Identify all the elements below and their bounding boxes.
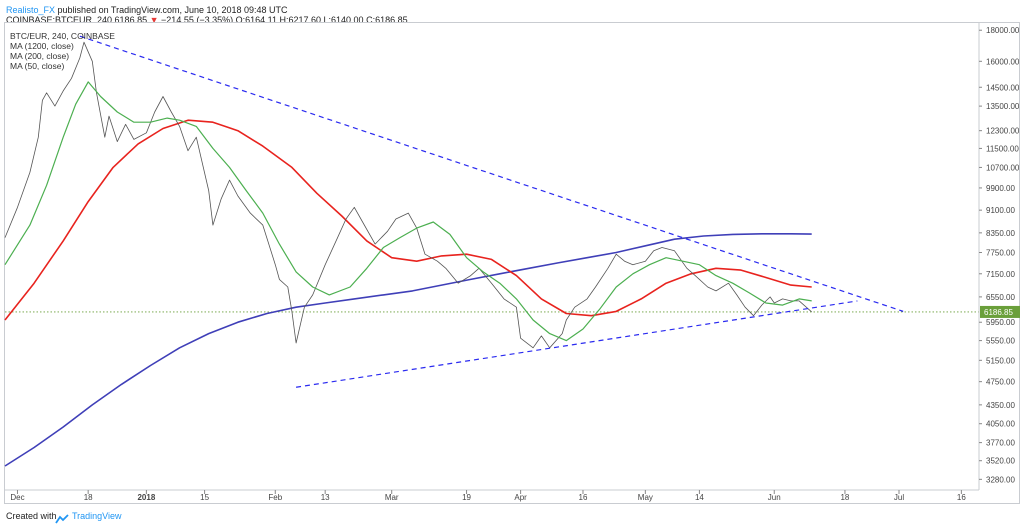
- x-tick-label: 18: [84, 493, 93, 502]
- legend-symbol: BTC/EUR, 240, COINBASE: [10, 31, 115, 41]
- y-tick-label: 9900.00: [986, 184, 1015, 193]
- y-tick-label: 4750.00: [986, 378, 1015, 387]
- current-price-tag: [980, 305, 1020, 318]
- y-tick-label: 12300.00: [986, 127, 1020, 136]
- x-tick-label: Feb: [268, 493, 282, 502]
- x-tick-label: Jun: [768, 493, 781, 502]
- y-tick-label: 4350.00: [986, 401, 1015, 410]
- y-tick-label: 9100.00: [986, 206, 1015, 215]
- x-tick-label: 2018: [137, 493, 155, 502]
- trendline-2[interactable]: [295, 300, 858, 388]
- y-tick-label: 7750.00: [986, 249, 1015, 258]
- x-tick-label: May: [638, 493, 653, 502]
- x-tick-label: 15: [200, 493, 209, 502]
- chart-frame[interactable]: [4, 22, 1020, 504]
- legend-ma1200[interactable]: MA (1200, close): [10, 41, 74, 51]
- series-ma1200: [4, 233, 812, 467]
- y-tick-label: 11500.00: [986, 144, 1019, 153]
- current-price-label: 6186.85: [984, 308, 1013, 317]
- legend: BTC/EUR, 240, COINBASE MA (1200, close) …: [10, 31, 115, 71]
- y-tick-label: 5950.00: [986, 318, 1015, 327]
- author-link[interactable]: Realisto_FX: [6, 5, 56, 15]
- tradingview-logo-icon: [55, 511, 69, 531]
- y-tick-label: 13500.00: [986, 102, 1020, 111]
- quote-ohlc: O:6164.11 H:6217.60 L:6140.00 C:6186.85: [235, 15, 408, 25]
- y-tick-label: 3520.00: [986, 457, 1015, 466]
- header-row: Realisto_FX published on TradingView.com…: [6, 0, 288, 20]
- legend-ma200[interactable]: MA (200, close): [10, 51, 70, 61]
- created-with-text: Created with: [6, 511, 57, 521]
- x-tick-label: Dec: [10, 493, 24, 502]
- series-ma50: [4, 81, 812, 342]
- x-axis: Dec 18 2018 15 Feb 13 Mar 19 Apr 16 May 14 Jun 18 Jul 1…: [5, 489, 979, 502]
- y-tick-label: 16000.00: [986, 57, 1020, 66]
- tradingview-brand[interactable]: TradingView: [72, 511, 122, 521]
- y-tick-label: 7150.00: [986, 270, 1015, 279]
- published-text: published on TradingView.com, June 10, 2…: [57, 5, 288, 15]
- down-arrow-icon: ▼: [149, 15, 159, 25]
- quote-symbol: COINBASE:BTCEUR, 240: [6, 15, 113, 25]
- quote-row: COINBASE:BTCEUR, 240 6186.85 ▼ −214.55 (…: [6, 10, 408, 30]
- x-tick-label: 14: [695, 493, 704, 502]
- y-tick-label: 3280.00: [986, 475, 1015, 484]
- series-price: [4, 41, 812, 349]
- x-tick-label: 18: [840, 493, 849, 502]
- x-tick-label: Apr: [514, 493, 527, 502]
- quote-price: 6186.85: [114, 15, 148, 25]
- x-tick-label: Jul: [894, 493, 904, 502]
- trendlines: [79, 35, 904, 388]
- x-tick-label: Mar: [385, 493, 399, 502]
- series-ma200: [4, 119, 812, 321]
- y-tick-label: 6550.00: [986, 293, 1015, 302]
- trendline-1[interactable]: [79, 35, 904, 312]
- x-tick-label: 16: [957, 493, 966, 502]
- y-tick-label: 3770.00: [986, 439, 1015, 448]
- y-axis: 18000.00 16000.00 14500.00 13500.00 12300.00…: [978, 23, 1020, 490]
- y-tick-label: 10700.00: [986, 163, 1020, 172]
- x-tick-label: 13: [321, 493, 330, 502]
- y-tick-label: 5150.00: [986, 356, 1015, 365]
- quote-change: −214.55 (−3.35%): [161, 15, 234, 25]
- x-tick-label: 19: [462, 493, 471, 502]
- series-layer: [4, 41, 812, 467]
- y-tick-label: 14500.00: [986, 83, 1020, 92]
- y-tick-label: 18000.00: [986, 26, 1020, 35]
- publication-header: Realisto_FX published on TradingView.com…: [0, 0, 1024, 25]
- y-tick-label: 4050.00: [986, 420, 1015, 429]
- y-tick-label: 8350.00: [986, 229, 1015, 238]
- x-tick-label: 16: [579, 493, 588, 502]
- footer: Created with TradingView: [0, 506, 1024, 527]
- legend-ma50[interactable]: MA (50, close): [10, 61, 65, 71]
- y-tick-label: 5550.00: [986, 337, 1015, 346]
